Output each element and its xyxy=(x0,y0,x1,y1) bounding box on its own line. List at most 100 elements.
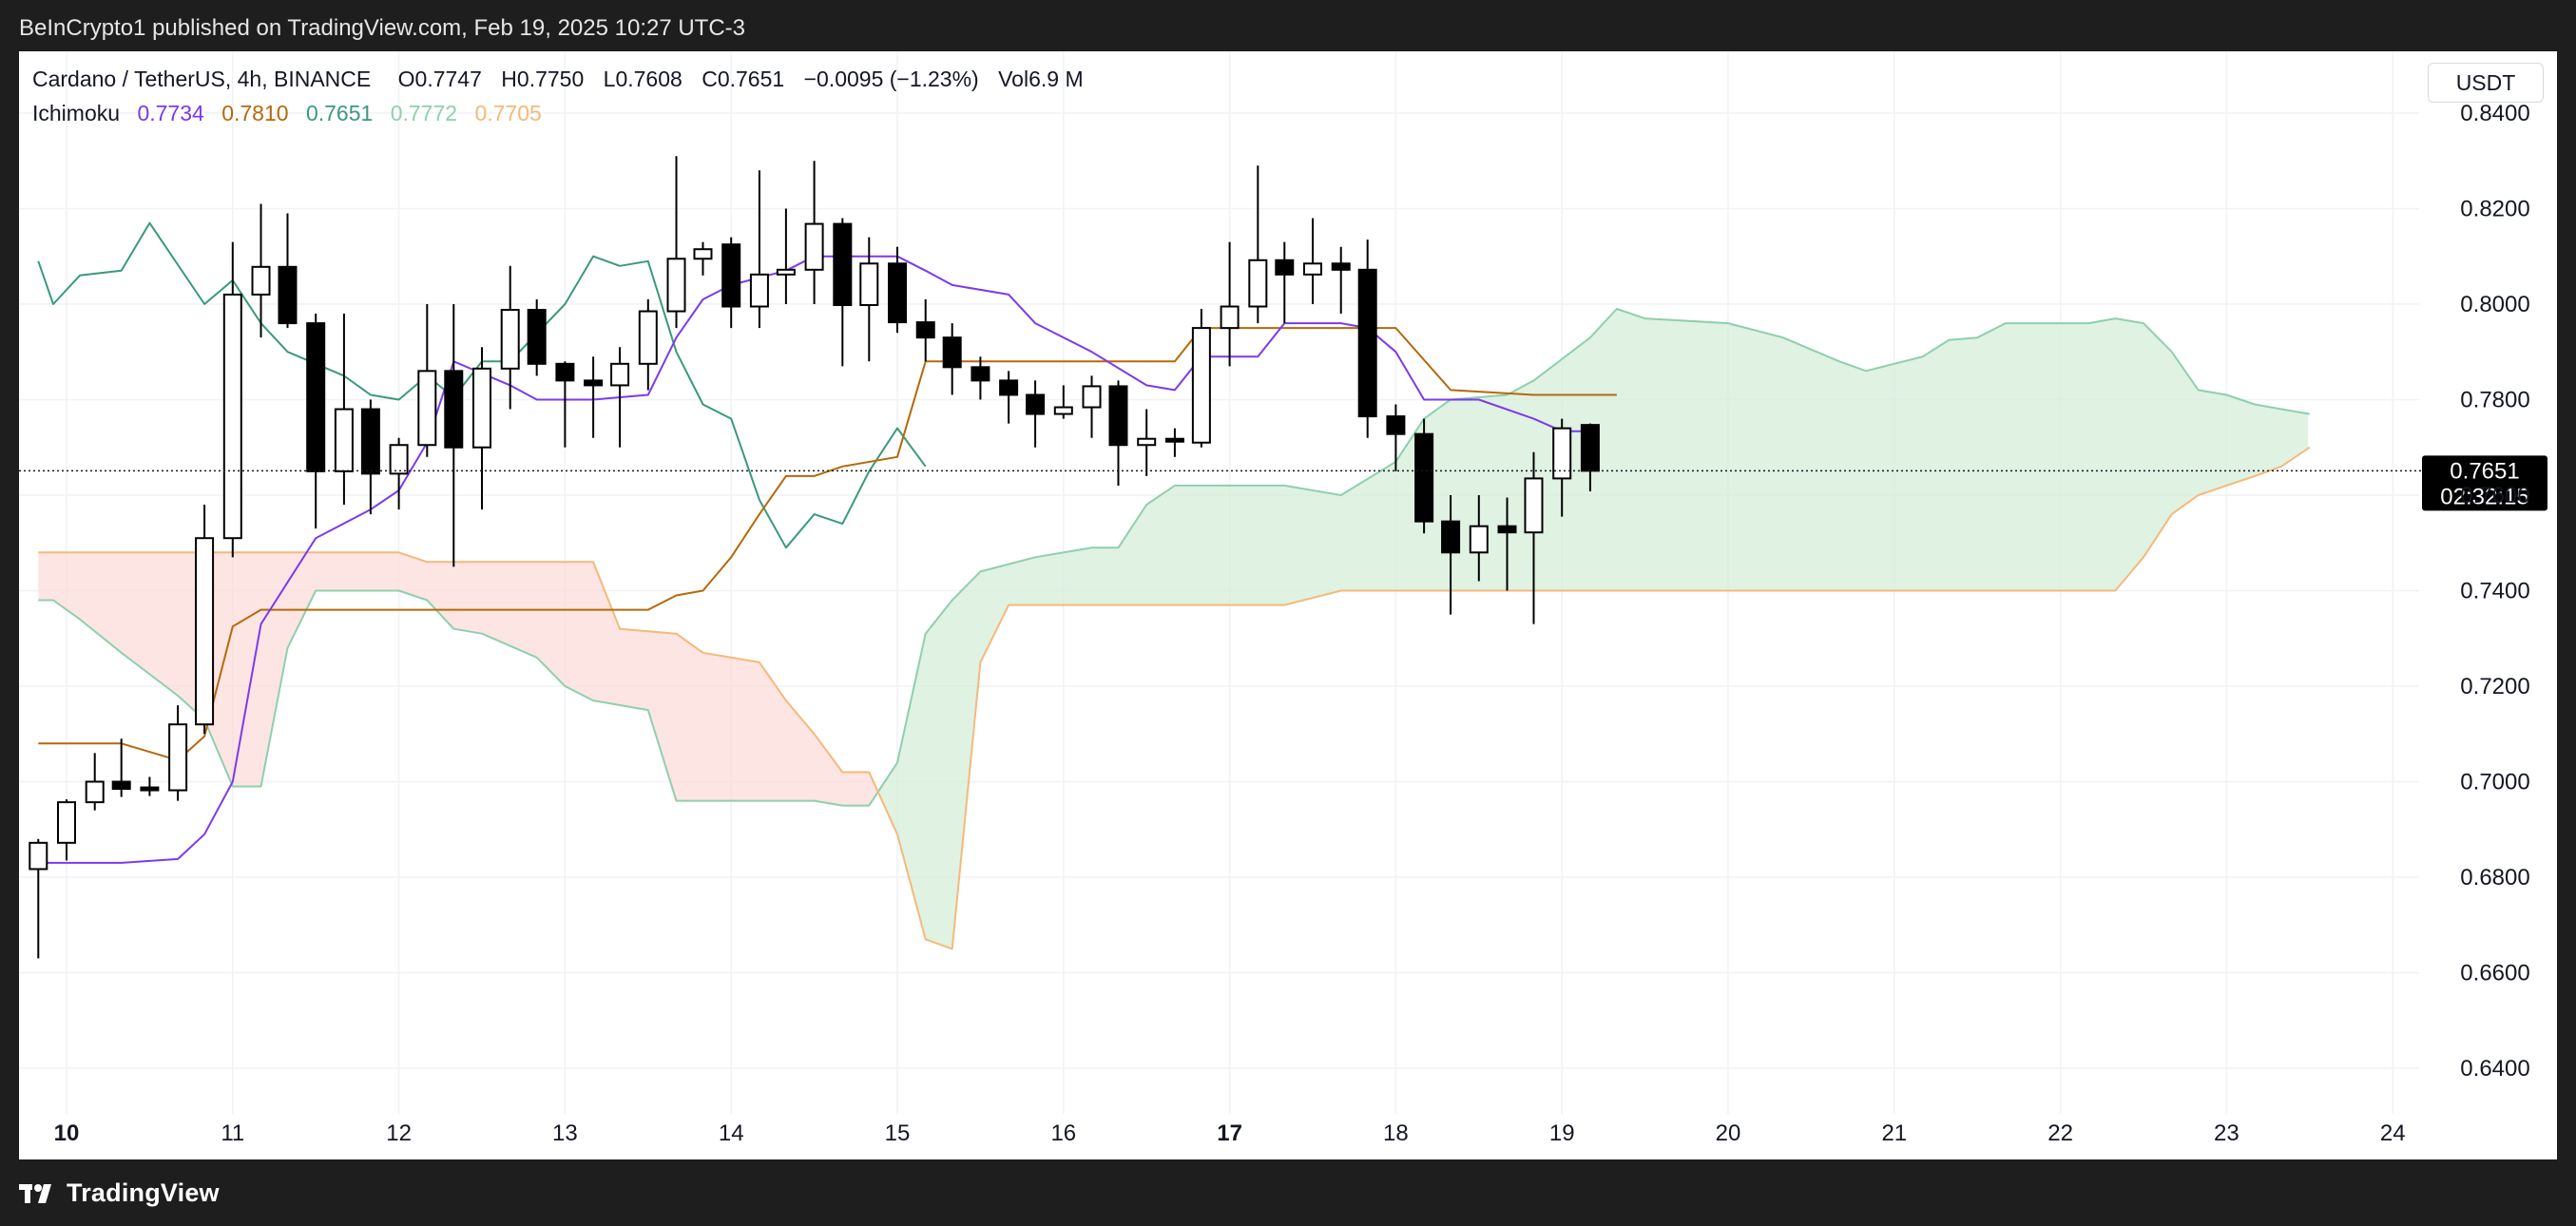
bullish-cloud-area xyxy=(878,309,2309,949)
candle-bullish xyxy=(389,444,409,475)
candle-bearish xyxy=(1441,520,1461,554)
candle-bullish xyxy=(195,537,215,726)
y-tick-label: 0.6600 xyxy=(2460,961,2529,987)
candle-bullish xyxy=(610,362,630,387)
y-tick-label: 0.7600 xyxy=(2460,483,2529,508)
candle-bullish xyxy=(334,408,354,472)
open-label: O xyxy=(397,67,415,91)
indicator-legend[interactable]: Ichimoku 0.7734 0.7810 0.7651 0.7772 0.7… xyxy=(32,101,542,126)
candle-bearish xyxy=(721,243,741,308)
candle-bearish xyxy=(1275,259,1295,276)
candle-bullish xyxy=(1082,385,1102,409)
top-bar: BeInCrypto1 published on TradingView.com… xyxy=(0,0,2576,51)
candle-bearish xyxy=(915,321,935,339)
candle-bullish xyxy=(251,265,271,296)
candle-bullish xyxy=(1469,525,1489,554)
tradingview-brand[interactable]: TradingView xyxy=(19,1178,220,1208)
low-label: L xyxy=(603,67,616,91)
y-tick-label: 0.7400 xyxy=(2460,579,2529,604)
candle-bearish xyxy=(1497,525,1517,534)
candle-bearish xyxy=(1026,393,1046,415)
y-tick-label: 0.7000 xyxy=(2460,770,2529,795)
price-box-countdown: 02:32:15 xyxy=(2440,484,2528,509)
candle-bearish xyxy=(1108,385,1128,447)
publisher-caption: BeInCrypto1 published on TradingView.com… xyxy=(19,15,746,41)
candle-bearish xyxy=(278,265,298,325)
x-tick-label: 24 xyxy=(2380,1121,2406,1146)
high-value: 0.7750 xyxy=(516,67,585,91)
x-tick-label: 14 xyxy=(719,1121,744,1146)
candle-bullish xyxy=(85,780,105,804)
candle-bullish xyxy=(1137,437,1157,447)
candle-bearish xyxy=(111,780,131,791)
vol-label: Vol xyxy=(998,67,1029,91)
base-value: 0.7810 xyxy=(221,101,289,125)
candle-bullish xyxy=(1524,477,1544,534)
candle-bearish xyxy=(971,366,990,382)
x-tick-label: 15 xyxy=(885,1121,911,1146)
high-label: H xyxy=(501,67,517,91)
candle-bullish xyxy=(1303,262,1322,276)
candle-bullish xyxy=(749,273,769,308)
leading-span-b-line xyxy=(38,446,2311,950)
candle-bearish xyxy=(584,379,604,387)
y-tick-label: 0.8400 xyxy=(2460,101,2529,126)
ichimoku-lines xyxy=(37,221,2311,950)
change-value: −0.0095 (−1.23%) xyxy=(803,67,979,91)
tradingview-logo-icon xyxy=(19,1183,51,1203)
x-tick-label: 19 xyxy=(1549,1121,1575,1146)
conversion-value: 0.7734 xyxy=(137,101,204,125)
candle-bullish xyxy=(776,268,796,276)
candle-bearish xyxy=(527,309,547,365)
x-tick-label: 10 xyxy=(54,1121,80,1146)
candle-bearish xyxy=(1386,415,1406,435)
candle-bearish xyxy=(1331,262,1351,271)
candle-bullish xyxy=(1248,259,1268,308)
candle-bearish xyxy=(1164,437,1184,443)
tradingview-brand-text: TradingView xyxy=(67,1178,220,1207)
vol-value: 6.9 M xyxy=(1028,67,1084,91)
candle-bullish xyxy=(693,248,713,260)
x-tick-label: 21 xyxy=(1881,1121,1907,1146)
x-tick-label: 18 xyxy=(1383,1121,1409,1146)
low-value: 0.7608 xyxy=(615,67,682,91)
close-label: C xyxy=(702,67,718,91)
candle-bullish xyxy=(417,370,437,447)
y-tick-label: 0.7800 xyxy=(2460,388,2529,413)
candle-bearish xyxy=(1414,432,1434,523)
candle-bearish xyxy=(1357,268,1377,418)
bottom-bar: TradingView xyxy=(0,1159,2576,1226)
x-axis[interactable]: 10 11 12 13 14 15 16 17 18 19 20 21 22 23 24 xyxy=(54,1121,2406,1146)
y-tick-label: 0.8200 xyxy=(2460,197,2529,222)
close-value: 0.7651 xyxy=(717,67,785,91)
candle-bearish xyxy=(888,262,907,324)
indicator-name[interactable]: Ichimoku xyxy=(32,101,121,125)
candle-bearish xyxy=(444,370,464,449)
x-tick-label: 22 xyxy=(2047,1121,2073,1146)
candle-bullish xyxy=(1552,427,1572,480)
lagging-span-line xyxy=(37,221,927,549)
candle-bullish xyxy=(804,222,824,271)
y-tick-label: 0.6400 xyxy=(2460,1056,2529,1082)
price-box xyxy=(2422,455,2547,511)
chart-panel[interactable]: 0.7651 02:32:15 0.8400 0.8200 0.8000 0.7800 0… xyxy=(19,51,2557,1159)
x-tick-label: 16 xyxy=(1050,1121,1076,1146)
y-tick-label: 0.7200 xyxy=(2460,674,2529,699)
y-axis[interactable]: 0.8400 0.8200 0.8000 0.7800 0.7600 0.7400 0.72… xyxy=(2460,101,2529,1082)
currency-button[interactable]: USDT xyxy=(2428,63,2544,103)
candle-bullish xyxy=(29,841,48,871)
candle-bullish xyxy=(472,367,491,449)
x-tick-label: 11 xyxy=(221,1121,244,1146)
candle-bullish xyxy=(57,801,76,844)
ichimoku-cloud xyxy=(38,309,2309,949)
candle-bearish xyxy=(306,322,326,472)
candle-bullish xyxy=(638,310,658,365)
symbol-legend[interactable]: Cardano / TetherUS, 4h, BINANCE O0.7747 … xyxy=(32,67,1087,92)
symbol-title[interactable]: Cardano / TetherUS, 4h, BINANCE xyxy=(32,67,372,91)
span-b-value: 0.7705 xyxy=(474,101,542,125)
candle-bearish xyxy=(555,362,575,382)
x-tick-label: 23 xyxy=(2214,1121,2240,1146)
candle-bearish xyxy=(140,786,160,792)
